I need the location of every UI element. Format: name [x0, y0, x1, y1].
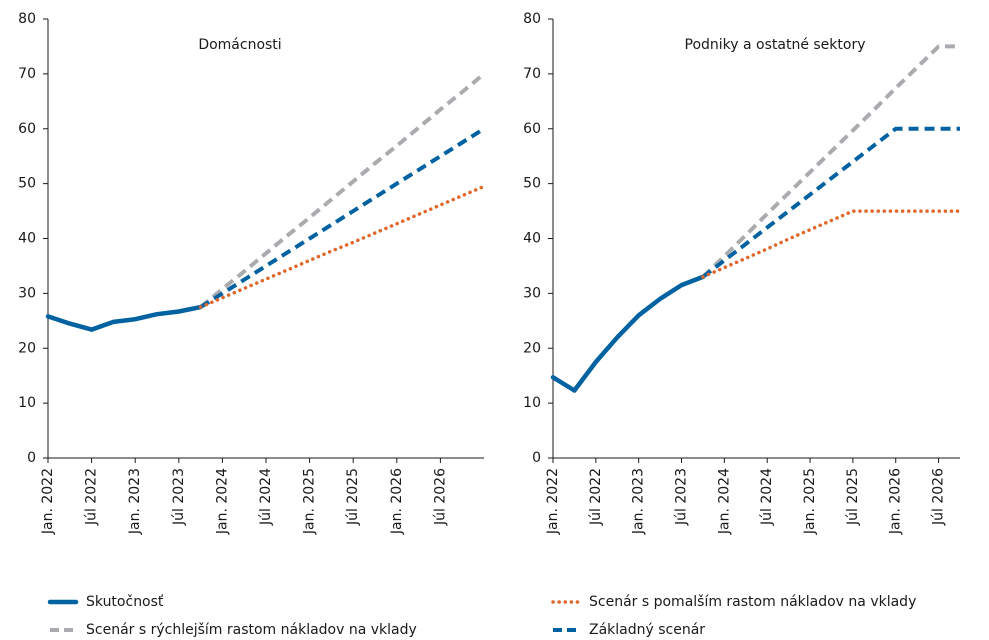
legend-label: Základný scenár	[589, 622, 705, 638]
y-tick-label: 0	[27, 450, 36, 466]
y-tick-label: 60	[523, 121, 541, 137]
series-line	[198, 184, 486, 309]
x-tick-label: Júl 2024	[759, 468, 775, 526]
series-line	[701, 209, 962, 279]
x-tick-label: Jan. 2026	[888, 468, 904, 535]
y-tick-label: 80	[523, 11, 541, 27]
x-tick-label: Júl 2026	[432, 468, 448, 526]
series-line	[701, 126, 960, 279]
x-tick-label: Júl 2022	[84, 468, 100, 526]
x-tick-label: Júl 2022	[588, 468, 604, 526]
panel-title: Podniky a ostatné sektory	[685, 37, 866, 53]
y-tick-label: 20	[523, 340, 541, 356]
x-tick-label: Jan. 2024	[716, 468, 732, 535]
x-tick-label: Júl 2023	[674, 468, 690, 526]
series-line	[199, 127, 486, 309]
y-tick-label: 30	[523, 285, 541, 301]
x-tick-label: Jan. 2022	[545, 468, 561, 535]
x-tick-label: Júl 2025	[345, 468, 361, 526]
x-tick-label: Jan. 2024	[214, 468, 230, 535]
x-tick-label: Jan. 2023	[127, 468, 143, 535]
y-tick-label: 70	[523, 66, 541, 82]
y-tick-label: 60	[18, 121, 36, 137]
y-tick-label: 40	[18, 231, 36, 247]
x-tick-label: Jan. 2025	[802, 468, 818, 535]
legend-label: Scenár s pomalším rastom nákladov na vkl…	[589, 594, 916, 610]
series-line	[199, 72, 486, 309]
x-tick-label: Jan. 2025	[302, 468, 318, 535]
y-tick-label: 10	[523, 395, 541, 411]
x-tick-label: Jan. 2023	[631, 468, 647, 535]
y-tick-label: 0	[532, 450, 541, 466]
x-tick-label: Júl 2026	[931, 468, 947, 526]
series-line	[550, 274, 706, 393]
y-tick-label: 20	[18, 340, 36, 356]
y-tick-label: 30	[18, 285, 36, 301]
y-tick-label: 50	[18, 176, 36, 192]
y-tick-label: 50	[523, 176, 541, 192]
legend-label: Scenár s rýchlejším rastom nákladov na v…	[86, 622, 417, 638]
y-tick-label: 80	[18, 11, 36, 27]
x-tick-label: Júl 2023	[171, 468, 187, 526]
x-tick-label: Júl 2025	[845, 468, 861, 526]
x-tick-label: Jan. 2026	[389, 468, 405, 535]
y-tick-label: 10	[18, 395, 36, 411]
legend-label: Skutočnosť	[86, 594, 164, 610]
series-line	[701, 44, 960, 279]
series-line	[45, 304, 203, 332]
x-tick-label: Jan. 2022	[40, 468, 56, 535]
x-tick-label: Júl 2024	[258, 468, 274, 526]
y-tick-label: 40	[523, 231, 541, 247]
y-tick-label: 70	[18, 66, 36, 82]
panel-title: Domácnosti	[198, 37, 281, 53]
